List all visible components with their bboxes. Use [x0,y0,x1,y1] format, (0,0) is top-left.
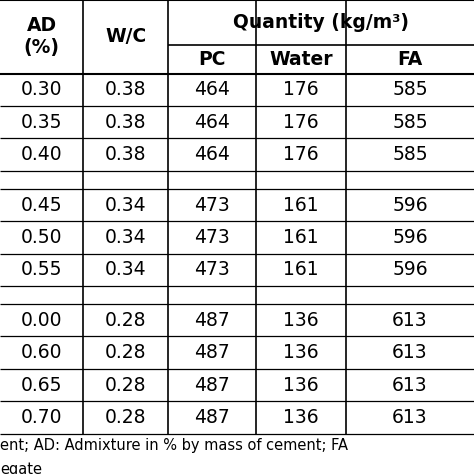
Text: 487: 487 [194,375,230,394]
Text: 473: 473 [194,195,230,215]
Text: 585: 585 [392,80,428,99]
Text: 0.00: 0.00 [21,311,62,330]
Text: 585: 585 [392,113,428,132]
Text: PC: PC [198,50,226,69]
Text: 473: 473 [194,228,230,247]
Text: 136: 136 [283,375,319,394]
Text: Water: Water [269,50,333,69]
Text: 176: 176 [283,80,319,99]
Text: 613: 613 [392,408,428,427]
Text: ent; AD: Admixture in % by mass of cement; FA: ent; AD: Admixture in % by mass of cemen… [0,438,348,454]
Text: 136: 136 [283,311,319,330]
Text: 0.65: 0.65 [21,375,62,394]
Text: 161: 161 [283,195,319,215]
Text: 464: 464 [194,145,230,164]
Text: 136: 136 [283,408,319,427]
Text: 473: 473 [194,260,230,279]
Text: 0.38: 0.38 [105,113,146,132]
Text: 0.34: 0.34 [105,195,146,215]
Text: 0.34: 0.34 [105,260,146,279]
Text: 0.28: 0.28 [105,375,146,394]
Text: 596: 596 [392,228,428,247]
Text: 0.28: 0.28 [105,343,146,362]
Text: FA: FA [397,50,423,69]
Text: 613: 613 [392,343,428,362]
Text: 176: 176 [283,145,319,164]
Text: 613: 613 [392,311,428,330]
Text: 0.70: 0.70 [21,408,62,427]
Text: 0.28: 0.28 [105,408,146,427]
Text: 0.60: 0.60 [21,343,62,362]
Text: 596: 596 [392,195,428,215]
Text: 0.45: 0.45 [21,195,62,215]
Text: 596: 596 [392,260,428,279]
Text: 487: 487 [194,343,230,362]
Text: 0.40: 0.40 [21,145,62,164]
Text: 464: 464 [194,80,230,99]
Text: 487: 487 [194,408,230,427]
Text: W/C: W/C [105,27,146,46]
Text: 0.38: 0.38 [105,80,146,99]
Text: 0.28: 0.28 [105,311,146,330]
Text: AD
(%): AD (%) [24,16,59,57]
Text: 464: 464 [194,113,230,132]
Text: 613: 613 [392,375,428,394]
Text: 0.55: 0.55 [21,260,62,279]
Text: 176: 176 [283,113,319,132]
Text: 0.38: 0.38 [105,145,146,164]
Text: 161: 161 [283,260,319,279]
Text: 0.34: 0.34 [105,228,146,247]
Text: 136: 136 [283,343,319,362]
Text: Quantity (kg/m³): Quantity (kg/m³) [233,13,409,32]
Text: 585: 585 [392,145,428,164]
Text: 0.30: 0.30 [21,80,62,99]
Text: 487: 487 [194,311,230,330]
Text: egate: egate [0,462,42,474]
Text: 0.35: 0.35 [21,113,62,132]
Text: 0.50: 0.50 [21,228,62,247]
Text: 161: 161 [283,228,319,247]
